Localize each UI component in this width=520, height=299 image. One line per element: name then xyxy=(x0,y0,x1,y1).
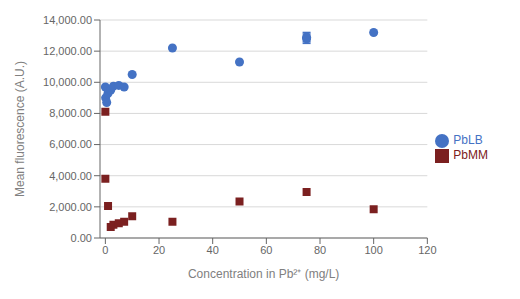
svg-text:2,000.00: 2,000.00 xyxy=(49,201,92,213)
html-text:PbMM: PbMM xyxy=(453,148,488,162)
svg-text:4,000.00: 4,000.00 xyxy=(49,170,92,182)
svg-text:Concentration in Pb²⁺ (mg/L): Concentration in Pb²⁺ (mg/L) xyxy=(188,267,339,281)
svg-text:120: 120 xyxy=(418,244,436,256)
svg-text:10,000.00: 10,000.00 xyxy=(43,76,92,88)
svg-text:0: 0 xyxy=(102,244,108,256)
svg-text:6,000.00: 6,000.00 xyxy=(49,138,92,150)
svg-text:40: 40 xyxy=(207,244,219,256)
svg-text:100: 100 xyxy=(364,244,382,256)
svg-text:14,000.00: 14,000.00 xyxy=(43,14,92,26)
svg-text:20: 20 xyxy=(153,244,165,256)
svg-text:60: 60 xyxy=(260,244,272,256)
svg-text:12,000.00: 12,000.00 xyxy=(43,45,92,57)
svg-text:80: 80 xyxy=(314,244,326,256)
svg-text:8,000.00: 8,000.00 xyxy=(49,107,92,119)
html-text:PbLB: PbLB xyxy=(453,133,483,148)
svg-text:Mean fluorescence (A.U.): Mean fluorescence (A.U.) xyxy=(13,61,27,197)
svg-text:0.00: 0.00 xyxy=(71,232,92,244)
